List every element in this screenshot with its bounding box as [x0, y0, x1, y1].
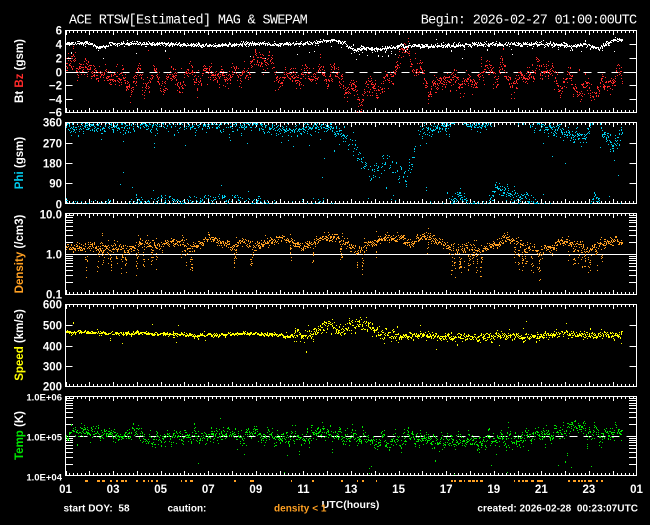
- svg-text:6: 6: [56, 25, 62, 37]
- svg-text:03: 03: [107, 484, 120, 496]
- svg-text:05: 05: [154, 484, 167, 496]
- svg-text:01: 01: [630, 484, 643, 496]
- svg-text:1.0E+06: 1.0E+06: [26, 392, 62, 403]
- svg-text:2: 2: [56, 53, 62, 65]
- svg-text:1.0E+05: 1.0E+05: [26, 432, 62, 443]
- svg-text:ACE RTSW[Estimated] MAG & SWEP: ACE RTSW[Estimated] MAG & SWEPAM: [69, 14, 308, 29]
- svg-text:Temp (K): Temp (K): [14, 411, 26, 460]
- svg-text:09: 09: [249, 484, 262, 496]
- svg-text:400: 400: [43, 341, 62, 353]
- svg-text:13: 13: [345, 484, 358, 496]
- svg-text:180: 180: [43, 158, 62, 170]
- svg-text:−2: −2: [49, 80, 62, 92]
- svg-text:Bt Bz (gsm): Bt Bz (gsm): [14, 39, 26, 103]
- svg-text:−6: −6: [49, 107, 62, 119]
- svg-text:600: 600: [43, 299, 62, 311]
- svg-text:4: 4: [56, 39, 63, 51]
- svg-text:0: 0: [56, 199, 62, 211]
- svg-text:UTC(hours): UTC(hours): [322, 499, 380, 511]
- svg-text:21: 21: [535, 484, 548, 496]
- svg-text:07: 07: [202, 484, 215, 496]
- svg-text:200: 200: [43, 381, 62, 393]
- svg-text:density < 1: density < 1: [274, 504, 327, 515]
- svg-text:500: 500: [43, 320, 62, 332]
- svg-text:Begin: 2026-02-27 01:00:00UTC: Begin: 2026-02-27 01:00:00UTC: [421, 14, 637, 29]
- svg-text:270: 270: [43, 138, 62, 150]
- svg-text:start DOY: 58: start DOY: 58: [64, 504, 130, 515]
- svg-text:15: 15: [392, 484, 405, 496]
- svg-text:Density (/cm3): Density (/cm3): [14, 215, 26, 294]
- svg-text:01: 01: [59, 484, 72, 496]
- svg-text:0.1: 0.1: [46, 289, 63, 301]
- svg-text:360: 360: [43, 117, 62, 129]
- svg-text:19: 19: [487, 484, 500, 496]
- svg-text:−4: −4: [49, 94, 63, 106]
- svg-text:Phi (gsm): Phi (gsm): [14, 137, 26, 190]
- svg-text:created: 2026-02-28 00:23:07U: created: 2026-02-28 00:23:07UTC: [477, 504, 638, 515]
- svg-text:17: 17: [440, 484, 453, 496]
- svg-text:0: 0: [56, 67, 62, 79]
- svg-text:10.0: 10.0: [40, 209, 62, 221]
- svg-text:caution:: caution:: [168, 504, 207, 515]
- svg-text:23: 23: [583, 484, 596, 496]
- svg-text:Speed (km/s): Speed (km/s): [14, 309, 26, 381]
- svg-text:300: 300: [43, 361, 62, 373]
- svg-text:1.0E+04: 1.0E+04: [26, 472, 62, 483]
- svg-text:90: 90: [49, 178, 62, 190]
- svg-text:1.0: 1.0: [46, 249, 62, 261]
- svg-text:11: 11: [297, 484, 310, 496]
